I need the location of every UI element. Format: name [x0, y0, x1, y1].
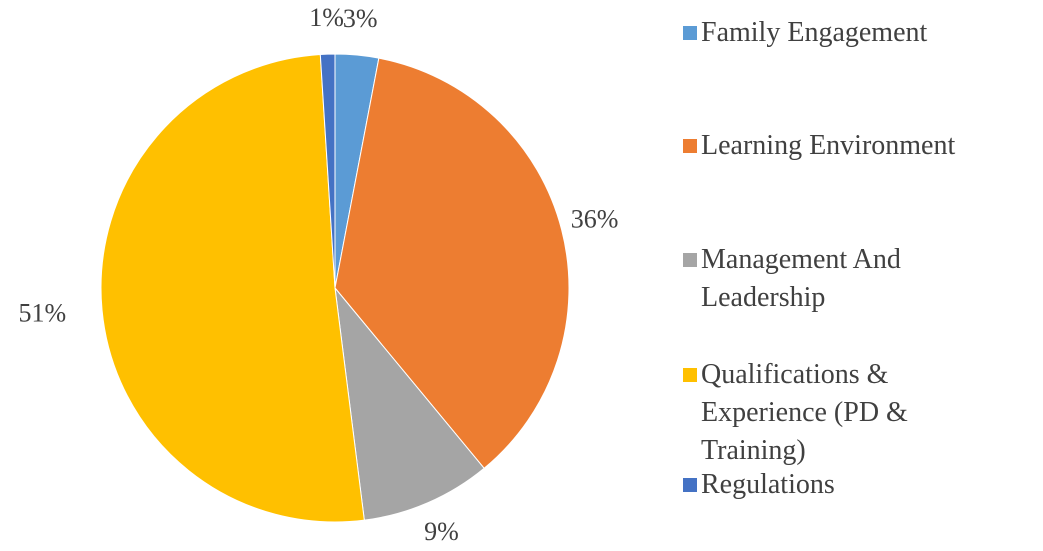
- legend-swatch: [683, 26, 697, 40]
- legend-label: Management And Leadership: [701, 244, 901, 313]
- legend-item: Regulations: [683, 466, 1003, 504]
- data-label: 36%: [571, 204, 619, 233]
- legend-swatch: [683, 139, 697, 153]
- data-label: 1%: [309, 3, 344, 32]
- legend-label: Learning Environment: [701, 130, 956, 161]
- legend-label: Family Engagement: [701, 17, 928, 48]
- pie-slice: [100, 53, 365, 523]
- legend-swatch: [683, 368, 697, 382]
- data-label: 3%: [343, 4, 378, 33]
- legend-swatch: [683, 253, 697, 267]
- data-label: 51%: [18, 299, 66, 328]
- legend-item: Learning Environment: [683, 127, 1013, 165]
- legend-label: Regulations: [701, 469, 835, 500]
- legend-item: Qualifications & Experience (PD & Traini…: [683, 356, 953, 470]
- pie-slice: [334, 57, 570, 470]
- legend-swatch: [683, 478, 697, 492]
- legend-item: Management And Leadership: [683, 241, 953, 317]
- legend-label: Qualifications & Experience (PD & Traini…: [701, 359, 908, 466]
- legend-item: Family Engagement: [683, 14, 1003, 52]
- pie-slice: [319, 53, 336, 289]
- pie-slice: [334, 286, 485, 521]
- data-label: 9%: [424, 517, 459, 546]
